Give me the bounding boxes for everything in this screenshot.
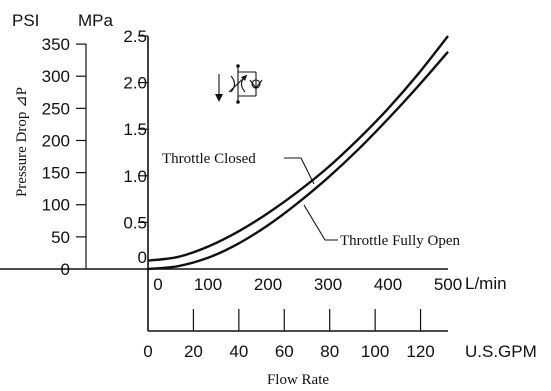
- x-tick-label-lpm: 400: [374, 275, 402, 294]
- x-axis-title: Flow Rate: [267, 372, 329, 388]
- x-tick-label-gpm: 80: [320, 342, 339, 361]
- y-tick-label-mpa: 1.5: [123, 120, 147, 139]
- series-line-throttle-fully-open: [147, 51, 449, 271]
- y-tick-label-mpa: 2.0: [123, 74, 147, 93]
- y-unit-left-label: PSI: [12, 11, 39, 30]
- x-tick-label-lpm: 100: [194, 275, 222, 294]
- x-tick-label-lpm: 500: [434, 275, 462, 294]
- series-label-throttle-fully-open: Throttle Fully Open: [340, 233, 460, 249]
- y-tick-label-psi: 50: [51, 228, 70, 247]
- x-tick-label-gpm: 20: [184, 342, 203, 361]
- y-tick-label-psi: 250: [42, 99, 70, 118]
- y-axis-title: Pressure Drop ⊿P: [14, 87, 30, 197]
- y-tick-label-psi: 0: [61, 260, 70, 279]
- y-tick-label-mpa: 0: [138, 248, 147, 267]
- x-tick-label-gpm: 0: [143, 342, 152, 361]
- series-layer: [147, 35, 449, 271]
- leader-throttle-closed: [284, 157, 315, 185]
- y-unit-right-label: MPa: [78, 11, 114, 30]
- y-tick-label-psi: 100: [42, 196, 70, 215]
- y-tick-label-psi: 350: [42, 35, 70, 54]
- x-unit-secondary-label: U.S.GPM: [465, 342, 537, 361]
- x-tick-label-lpm: 300: [314, 275, 342, 294]
- leader-throttle-fully-open: [303, 204, 338, 241]
- x-tick-label-gpm: 100: [361, 342, 389, 361]
- series-line-throttle-closed: [147, 35, 449, 262]
- throttle-check-valve-icon: [215, 64, 263, 104]
- x-tick-label-gpm: 40: [229, 342, 248, 361]
- x-tick-label-lpm: 200: [254, 275, 282, 294]
- y-tick-label-mpa: 0.5: [123, 213, 147, 232]
- y-tick-label-psi: 200: [42, 131, 70, 150]
- x-tick-label-lpm: 0: [153, 275, 162, 294]
- x-tick-label-gpm: 120: [406, 342, 434, 361]
- y-tick-label-mpa: 2.5: [123, 27, 147, 46]
- y-tick-label-mpa: 1.0: [123, 167, 147, 186]
- x-unit-primary-label: L/min: [465, 274, 507, 293]
- x-tick-label-gpm: 60: [275, 342, 294, 361]
- y-tick-label-psi: 300: [42, 67, 70, 86]
- y-tick-label-psi: 150: [42, 164, 70, 183]
- series-label-throttle-closed: Throttle Closed: [162, 151, 256, 167]
